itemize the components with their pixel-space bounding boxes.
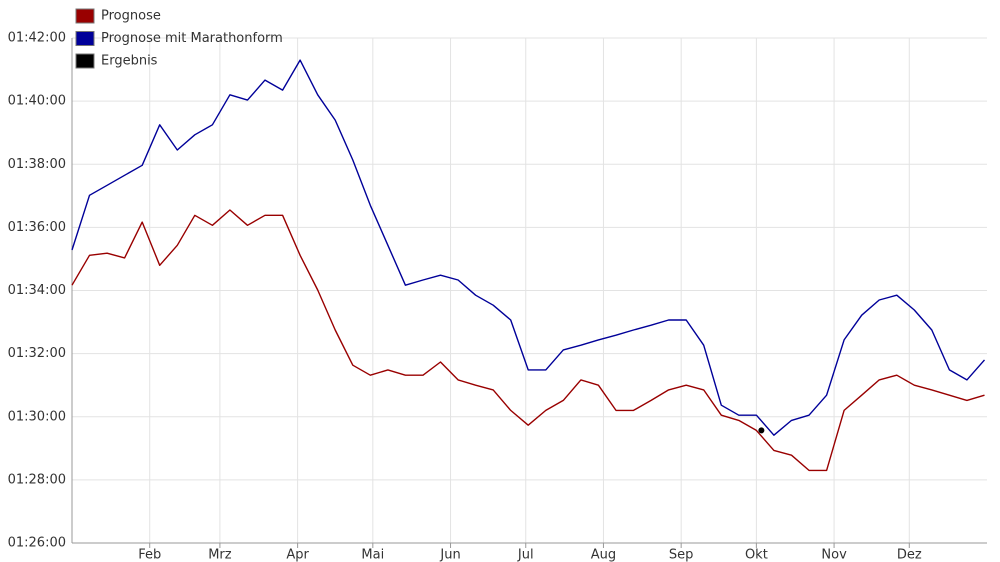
x-tick-label: Jul (517, 548, 534, 562)
legend-label: Ergebnis (101, 54, 158, 69)
y-tick-label: 01:38:00 (8, 157, 66, 172)
y-tick-label: 01:36:00 (8, 220, 66, 235)
x-tick-label: Okt (745, 548, 768, 562)
y-tick-label: 01:42:00 (8, 31, 66, 46)
y-tick-label: 01:30:00 (8, 409, 66, 424)
x-tick-label: Mai (361, 548, 384, 562)
series-point (758, 427, 765, 434)
legend-label: Prognose mit Marathonform (101, 31, 283, 46)
series-line (71, 59, 986, 436)
y-tick-label: 01:32:00 (8, 346, 66, 361)
y-tick-label: 01:26:00 (8, 536, 66, 551)
y-tick-label: 01:40:00 (8, 94, 66, 109)
legend-swatch (75, 31, 95, 46)
y-tick-label: 01:28:00 (8, 472, 66, 487)
x-tick-label: Feb (138, 548, 161, 562)
x-tick-label: Aug (591, 548, 616, 562)
x-tick-label: Sep (669, 548, 694, 562)
x-tick-label: Nov (821, 548, 847, 562)
y-tick-label: 01:34:00 (8, 283, 66, 298)
x-tick-label: Mrz (208, 548, 232, 562)
x-tick-label: Dez (897, 548, 922, 562)
legend-swatch (75, 8, 95, 24)
legend-label: Prognose (101, 9, 161, 24)
x-tick-label: Jun (439, 548, 460, 562)
x-tick-label: Apr (286, 548, 309, 562)
series-line (71, 209, 985, 472)
legend-swatch (75, 53, 95, 69)
